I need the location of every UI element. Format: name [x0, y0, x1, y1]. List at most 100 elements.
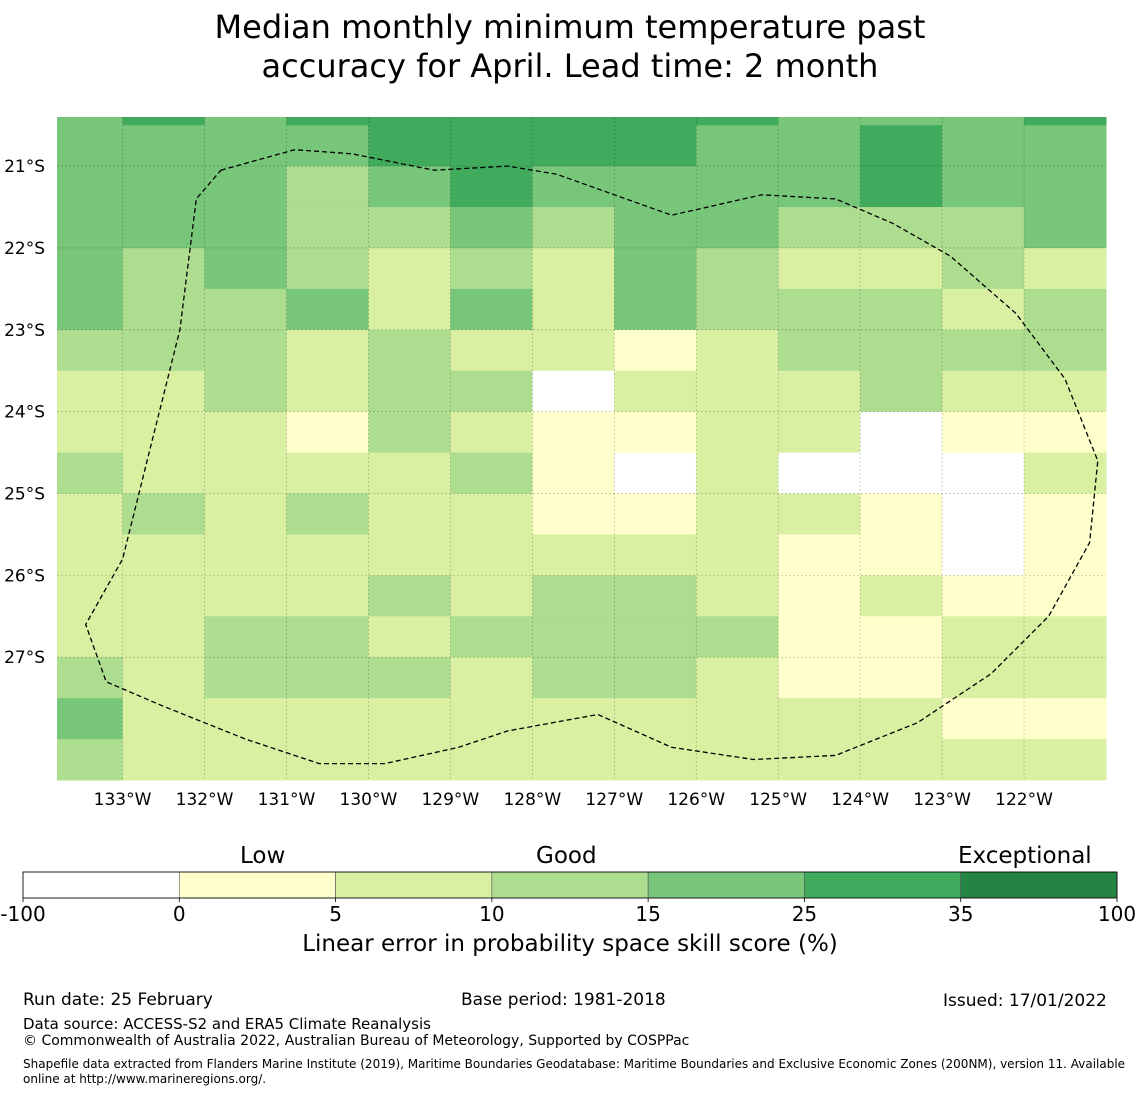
- map-cell: [860, 207, 943, 249]
- map-cell: [696, 493, 779, 535]
- map-cell: [122, 247, 206, 290]
- colorbar-frame: [22, 871, 1118, 899]
- map-cell: [1024, 411, 1107, 454]
- map-cell: [696, 657, 779, 699]
- map-cell: [696, 117, 779, 126]
- map-cell: [368, 575, 451, 617]
- map-cell: [286, 329, 369, 372]
- colorbar-swatch: [804, 871, 962, 899]
- map-cell: [368, 698, 451, 740]
- map-cell: [778, 657, 861, 699]
- map-cell: [57, 125, 124, 167]
- map-cell: [450, 739, 533, 781]
- map-cell: [450, 411, 533, 454]
- map-cell: [57, 117, 124, 126]
- map-cell: [778, 739, 861, 781]
- map-cell: [532, 616, 615, 658]
- map-cell: [204, 493, 287, 535]
- map-cell: [778, 329, 861, 372]
- shapefile-credit: Shapefile data extracted from Flanders M…: [23, 1057, 1126, 1086]
- data-source: Data source: ACCESS-S2 and ERA5 Climate …: [23, 1015, 431, 1033]
- map-cell: [286, 493, 369, 535]
- map-cell: [942, 493, 1025, 535]
- map-cell: [942, 657, 1025, 699]
- map-cell: [942, 698, 1025, 740]
- map-cell: [778, 575, 861, 617]
- colorbar-swatch: [647, 871, 805, 899]
- map-cell: [860, 452, 943, 495]
- map-cell: [778, 616, 861, 658]
- map-cell: [532, 493, 615, 535]
- map-cell: [532, 575, 615, 617]
- map-cell: [450, 452, 533, 495]
- map-cell: [286, 698, 369, 740]
- map-cell: [122, 657, 206, 699]
- map-cell: [286, 657, 369, 699]
- x-tick-label: 133°W: [94, 790, 152, 810]
- map-cell: [204, 117, 287, 126]
- map-cell: [57, 207, 124, 249]
- map-cell: [860, 166, 943, 208]
- map-cell: [57, 493, 124, 535]
- colorbar-swatch: [22, 871, 180, 899]
- map-cell: [778, 370, 861, 413]
- map-cell: [860, 117, 943, 126]
- map-cell: [778, 493, 861, 535]
- map-cell: [614, 125, 697, 167]
- map-cell: [204, 247, 287, 290]
- map-cell: [860, 370, 943, 413]
- map-cell: [696, 698, 779, 740]
- map-cell: [532, 370, 615, 413]
- map-cell: [1024, 207, 1107, 249]
- map-cell: [532, 117, 615, 126]
- map-cell: [450, 534, 533, 576]
- map-cell: [778, 125, 861, 167]
- run-date: Run date: 25 February: [23, 990, 213, 1010]
- colorbar-tick-label: 100: [1098, 902, 1136, 926]
- map-cell: [1024, 370, 1107, 413]
- map-cell: [204, 575, 287, 617]
- map-cell: [778, 698, 861, 740]
- x-tick-label: 123°W: [913, 790, 971, 810]
- map-cell: [286, 616, 369, 658]
- map-gridlines: [57, 117, 1106, 780]
- x-tick-label: 125°W: [749, 790, 807, 810]
- map-cell: [368, 534, 451, 576]
- map-cell: [532, 698, 615, 740]
- y-tick-label: 27°S: [4, 648, 45, 668]
- map-cell: [614, 329, 697, 372]
- map-cell: [696, 125, 779, 167]
- legend-good-label: Good: [536, 843, 597, 869]
- map-cell: [286, 534, 369, 576]
- map-cell: [122, 698, 206, 740]
- map-cell: [204, 207, 287, 249]
- map-cell: [450, 370, 533, 413]
- map-cell: [614, 247, 697, 290]
- map-cell: [532, 411, 615, 454]
- colorbar-tick-label: 5: [329, 902, 342, 926]
- map-cell: [368, 493, 451, 535]
- map-cell: [57, 534, 124, 576]
- y-tick-label: 21°S: [4, 157, 45, 177]
- map-cell: [614, 493, 697, 535]
- map-cell: [1024, 575, 1107, 617]
- map-cell: [286, 575, 369, 617]
- map-cell: [778, 288, 861, 331]
- map-cell: [204, 329, 287, 372]
- map-cell: [204, 411, 287, 454]
- map-cell: [286, 166, 369, 208]
- map-cell: [614, 370, 697, 413]
- map-cell: [532, 207, 615, 249]
- map-cell: [1024, 247, 1107, 290]
- map-cell: [204, 698, 287, 740]
- map-cell: [942, 370, 1025, 413]
- map-cell: [368, 125, 451, 167]
- map-cell: [860, 739, 943, 781]
- map-cell: [57, 411, 124, 454]
- map-cell: [614, 452, 697, 495]
- map-cell: [942, 247, 1025, 290]
- map-cell: [122, 411, 206, 454]
- map-cell: [860, 493, 943, 535]
- map-cell: [942, 125, 1025, 167]
- map-cell: [122, 739, 206, 781]
